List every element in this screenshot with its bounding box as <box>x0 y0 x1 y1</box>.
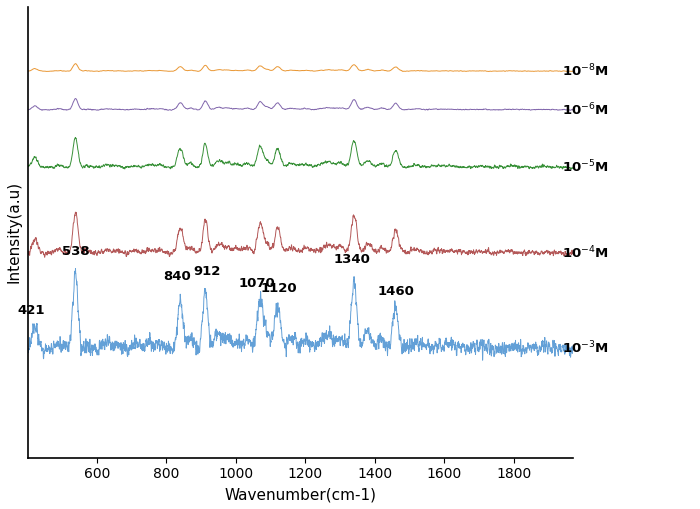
Text: 10$^{-5}$M: 10$^{-5}$M <box>562 159 609 176</box>
Text: 840: 840 <box>164 270 191 284</box>
Text: 1340: 1340 <box>334 253 371 266</box>
Text: 10$^{-6}$M: 10$^{-6}$M <box>562 101 609 118</box>
Text: 10$^{-4}$M: 10$^{-4}$M <box>562 244 609 261</box>
Text: 912: 912 <box>193 265 220 278</box>
X-axis label: Wavenumber(cm-1): Wavenumber(cm-1) <box>224 487 376 502</box>
Text: 1070: 1070 <box>239 277 276 290</box>
Text: 1120: 1120 <box>261 281 298 295</box>
Text: 1460: 1460 <box>377 285 414 298</box>
Text: 538: 538 <box>62 245 89 258</box>
Y-axis label: Intensity(a.u): Intensity(a.u) <box>7 181 22 284</box>
Text: 10$^{-3}$M: 10$^{-3}$M <box>562 340 609 356</box>
Text: 10$^{-8}$M: 10$^{-8}$M <box>562 63 609 79</box>
Text: 421: 421 <box>18 304 45 317</box>
